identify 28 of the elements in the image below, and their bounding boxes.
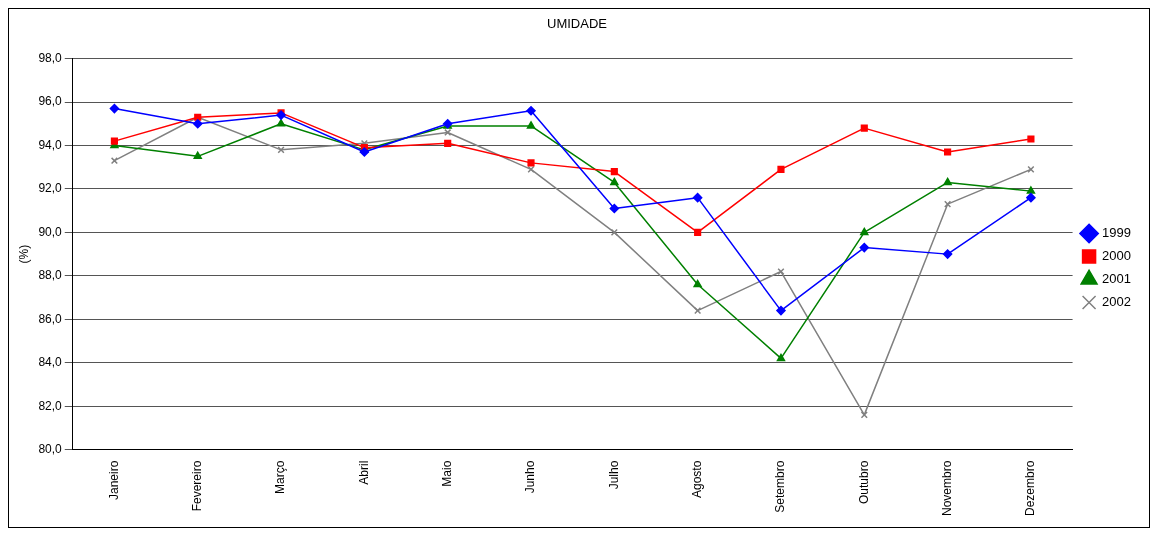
x-tick-label: Novembro [939, 460, 954, 517]
y-tick-label: 90,0 [38, 224, 63, 239]
x-tick-label: Dezembro [1023, 460, 1038, 517]
y-tick-label: 88,0 [38, 268, 63, 283]
x-tick-label: Abril [356, 460, 371, 485]
x-tick-label: Agosto [689, 460, 704, 499]
legend-label: 2002 [1102, 294, 1131, 310]
y-tick-label: 82,0 [38, 398, 63, 413]
x-tick-label: Maio [440, 460, 454, 487]
y-tick-label: 96,0 [38, 94, 63, 109]
y-axis-title: (%) [16, 244, 31, 264]
x-tick-label: Junho [523, 460, 538, 494]
legend-label: 2001 [1102, 271, 1131, 287]
y-tick-label: 84,0 [38, 355, 63, 370]
x-tick-label: Julho [606, 460, 621, 490]
x-tick-label: Março [273, 460, 288, 494]
x-tick-label: Janeiro [106, 460, 121, 501]
legend-label: 2000 [1102, 248, 1131, 264]
x-tick-label: Fevereiro [190, 460, 205, 512]
y-tick-label: 98,0 [38, 50, 63, 65]
legend-label: 1999 [1102, 225, 1131, 241]
x-tick-label: Setembro [773, 460, 788, 513]
y-tick-label: 94,0 [38, 137, 63, 152]
y-tick-label: 92,0 [38, 181, 63, 196]
chart-title: UMIDADE [547, 16, 608, 32]
y-tick-label: 86,0 [38, 311, 63, 326]
y-tick-label: 80,0 [38, 441, 63, 456]
x-tick-label: Outubro [856, 460, 871, 505]
